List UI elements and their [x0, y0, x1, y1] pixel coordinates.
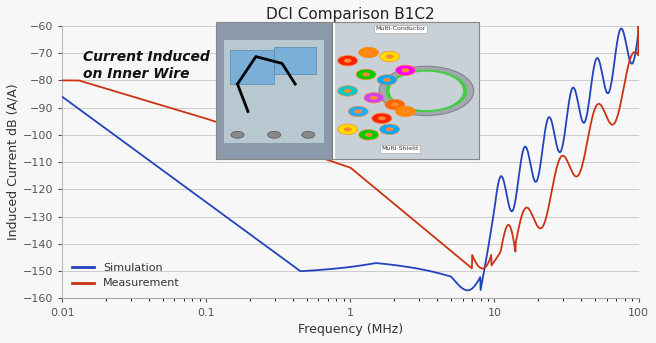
Circle shape — [391, 103, 399, 107]
Circle shape — [359, 47, 379, 58]
FancyBboxPatch shape — [274, 47, 316, 74]
Circle shape — [344, 127, 352, 131]
Circle shape — [383, 78, 391, 82]
Circle shape — [401, 109, 409, 114]
Title: DCI Comparison B1C2: DCI Comparison B1C2 — [266, 7, 435, 22]
Circle shape — [356, 69, 376, 80]
Circle shape — [385, 99, 405, 110]
Circle shape — [370, 96, 378, 100]
Circle shape — [396, 65, 415, 75]
Circle shape — [338, 124, 358, 134]
Y-axis label: Induced Current dB (A/A): Induced Current dB (A/A) — [7, 84, 20, 240]
Circle shape — [390, 72, 463, 110]
Text: Current Induced
on Inner Wire: Current Induced on Inner Wire — [83, 50, 210, 81]
Circle shape — [268, 131, 281, 138]
Circle shape — [379, 66, 474, 116]
Circle shape — [344, 89, 352, 93]
Circle shape — [372, 113, 392, 123]
Circle shape — [386, 55, 394, 59]
Circle shape — [380, 124, 400, 134]
Circle shape — [365, 133, 373, 137]
Circle shape — [380, 51, 400, 62]
Circle shape — [396, 106, 415, 117]
Circle shape — [377, 75, 397, 85]
Circle shape — [365, 50, 373, 55]
Circle shape — [362, 72, 370, 76]
Text: Multi-Shield: Multi-Shield — [382, 146, 419, 151]
Text: Multi-Conductor: Multi-Conductor — [375, 26, 425, 32]
Legend: Simulation, Measurement: Simulation, Measurement — [68, 259, 184, 293]
Circle shape — [354, 109, 362, 114]
Circle shape — [344, 59, 352, 63]
FancyBboxPatch shape — [230, 50, 274, 84]
Circle shape — [302, 131, 315, 138]
X-axis label: Frequency (MHz): Frequency (MHz) — [298, 323, 403, 336]
Circle shape — [231, 131, 244, 138]
Circle shape — [386, 70, 467, 112]
FancyBboxPatch shape — [335, 22, 479, 159]
Circle shape — [378, 116, 386, 120]
FancyBboxPatch shape — [224, 40, 324, 143]
Circle shape — [364, 93, 384, 103]
Circle shape — [338, 56, 358, 66]
Circle shape — [359, 130, 379, 140]
FancyBboxPatch shape — [216, 22, 332, 159]
Circle shape — [338, 86, 358, 96]
Circle shape — [348, 106, 368, 117]
Circle shape — [401, 68, 409, 72]
Circle shape — [386, 127, 394, 131]
